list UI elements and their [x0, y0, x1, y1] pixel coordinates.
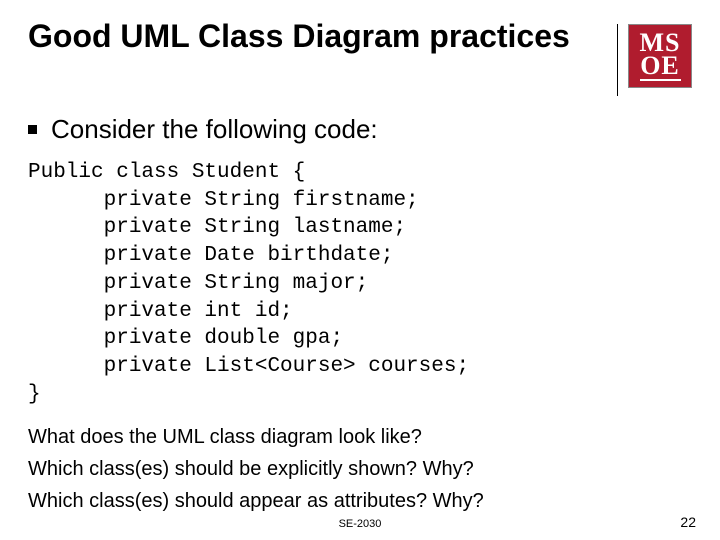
logo-divider [617, 24, 618, 96]
footer-page-number: 22 [680, 514, 696, 530]
slide-title: Good UML Class Diagram practices [28, 18, 607, 56]
slide-body: Consider the following code: Public clas… [28, 114, 692, 516]
bullet-icon [28, 125, 37, 134]
question-2: Which class(es) should be explicitly sho… [28, 454, 692, 484]
logo-inner: MS OE [640, 31, 681, 82]
questions-block: What does the UML class diagram look lik… [28, 422, 692, 516]
slide: Good UML Class Diagram practices MS OE C… [0, 0, 720, 540]
code-block: Public class Student { private String fi… [28, 159, 692, 408]
logo-wrap: MS OE [617, 18, 692, 96]
question-3: Which class(es) should appear as attribu… [28, 486, 692, 516]
code-line: Public class Student { [28, 161, 305, 184]
title-block: Good UML Class Diagram practices [28, 18, 617, 56]
question-1: What does the UML class diagram look lik… [28, 422, 692, 452]
bullet-text-1: Consider the following code: [51, 114, 378, 145]
code-line: private Date birthdate; [28, 244, 393, 267]
footer-center: SE-2030 [0, 518, 720, 530]
code-line: private int id; [28, 300, 293, 323]
code-line: private String major; [28, 272, 368, 295]
bullet-row-1: Consider the following code: [28, 114, 692, 145]
header-row: Good UML Class Diagram practices MS OE [28, 18, 692, 96]
code-line: private String lastname; [28, 216, 406, 239]
msoe-logo: MS OE [628, 24, 692, 88]
code-line: private String firstname; [28, 189, 419, 212]
code-line: } [28, 383, 41, 406]
code-line: private List<Course> courses; [28, 355, 469, 378]
logo-line2: OE [640, 54, 681, 81]
code-line: private double gpa; [28, 327, 343, 350]
